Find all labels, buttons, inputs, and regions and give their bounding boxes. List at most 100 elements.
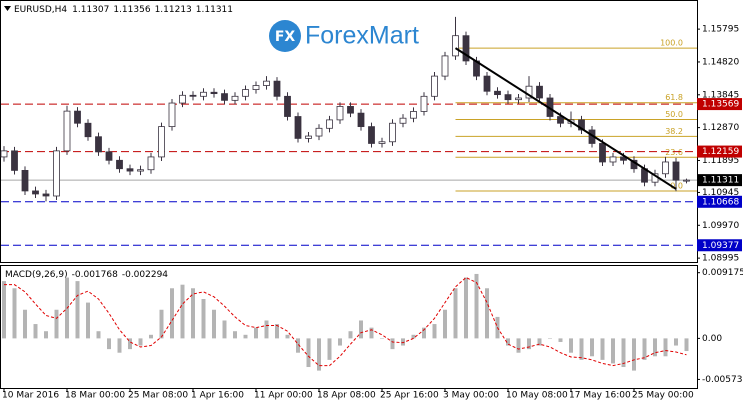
candle-body <box>410 111 417 119</box>
macd-bar <box>453 288 458 339</box>
macd-bar <box>611 338 615 364</box>
macd-bar <box>149 334 153 339</box>
macd-bar <box>33 324 38 339</box>
candle-body <box>578 119 585 131</box>
fib-label: 100.0 <box>660 39 683 48</box>
macd-bar <box>474 273 479 339</box>
candle-body <box>515 97 522 101</box>
macd-bar <box>75 281 80 339</box>
macd-bar <box>285 334 290 339</box>
macd-bar <box>12 288 17 339</box>
macd-bar <box>243 334 248 339</box>
candle-body <box>210 91 218 95</box>
candle-body <box>326 119 333 129</box>
macd-bar <box>159 309 164 339</box>
fib-label: 23.6 <box>665 148 683 157</box>
candle-body <box>452 35 459 57</box>
logo-icon-text: FX <box>275 29 296 45</box>
macd-bar <box>548 338 552 339</box>
candle-body <box>305 135 312 139</box>
macd-bar <box>254 327 258 339</box>
macd-bar <box>23 309 27 339</box>
candle-body <box>368 126 375 144</box>
candle-body <box>11 150 18 171</box>
fib-label: 50.0 <box>665 110 683 119</box>
macd-bar <box>380 338 384 339</box>
macd-bar <box>233 331 237 339</box>
chart-header: EURUSD,H4 1.11307 1.11356 1.11213 1.11311 <box>14 5 233 15</box>
macd-value: -0.001768 <box>72 270 118 280</box>
menu-arrow <box>4 6 11 11</box>
candle-body <box>189 94 197 97</box>
macd-header: MACD(9,26,9) -0.001768 -0.002294 <box>5 270 168 280</box>
macd-bar <box>2 281 6 339</box>
macd-bar <box>464 277 468 339</box>
ohlc-low: 1.11213 <box>155 5 192 15</box>
candle-body <box>284 95 291 117</box>
macd-bar <box>191 288 195 339</box>
macd-bar <box>96 331 101 339</box>
candle-body <box>599 143 606 163</box>
price-tag-label: 1.10668 <box>702 197 739 207</box>
macd-bar <box>663 338 668 357</box>
x-tick-label: 3 May 00:00 <box>443 391 499 400</box>
macd-bar <box>369 327 374 339</box>
candle-body <box>662 161 669 175</box>
macd-bar <box>569 338 573 353</box>
macd-bar <box>684 338 689 352</box>
macd-bar <box>579 338 584 360</box>
candle-body <box>74 110 81 124</box>
x-tick-label: 10 Mar 2016 <box>2 391 59 400</box>
candle-body <box>557 116 564 124</box>
candle-body <box>609 156 617 163</box>
macd-bar <box>621 338 626 368</box>
candle-body <box>441 55 449 77</box>
price-tag-label: 1.11311 <box>702 176 739 186</box>
y-tick-label: -0.00573 <box>702 375 742 385</box>
x-tick-label: 1 Apr 16:00 <box>191 391 244 400</box>
fib-label: 38.2 <box>665 127 683 136</box>
macd-bar <box>306 338 311 368</box>
price-tag-label: 1.12159 <box>702 147 739 157</box>
x-tick-label: 11 Apr 00:00 <box>254 391 313 400</box>
candle-body <box>494 90 501 96</box>
candle-body <box>620 156 627 161</box>
y-tick-label: 0.00 <box>702 334 722 344</box>
symbol: EURUSD,H4 <box>14 5 67 15</box>
candle-body <box>431 75 438 97</box>
x-tick-label: 25 Mar 08:00 <box>128 391 188 400</box>
candle-body <box>126 168 134 172</box>
macd-bar <box>600 338 605 360</box>
candle-body <box>116 159 123 170</box>
macd-bar <box>642 338 647 360</box>
candle-body <box>105 151 113 161</box>
macd-bar <box>128 338 132 350</box>
macd-bar <box>86 302 90 339</box>
macd-bar <box>432 324 437 339</box>
macd-bar <box>401 338 405 346</box>
macd-bar <box>527 338 531 350</box>
macd-bar <box>558 338 563 342</box>
x-tick-label: 25 May 00:00 <box>632 391 694 400</box>
x-tick-label: 17 May 16:00 <box>569 391 631 400</box>
ohlc-high: 1.11356 <box>113 5 150 15</box>
x-tick-label: 18 Mar 00:00 <box>65 391 125 400</box>
y-tick-label: 1.11895 <box>702 156 739 166</box>
macd-bar <box>180 284 185 339</box>
macd-bar <box>201 299 206 339</box>
fib-label: 0.0 <box>670 181 683 190</box>
macd-panel <box>0 265 698 389</box>
candle-body <box>179 94 186 104</box>
logo-icon <box>269 20 301 52</box>
candle-body <box>483 75 491 92</box>
trendline <box>454 47 677 190</box>
macd-bar <box>506 338 510 346</box>
x-tick-label: 10 May 08:00 <box>506 391 568 400</box>
macd-bar <box>348 331 353 339</box>
price-tag-label: 1.13569 <box>702 100 739 110</box>
candle-body <box>399 117 407 124</box>
candle-body <box>63 110 71 152</box>
candle-body <box>263 80 270 86</box>
